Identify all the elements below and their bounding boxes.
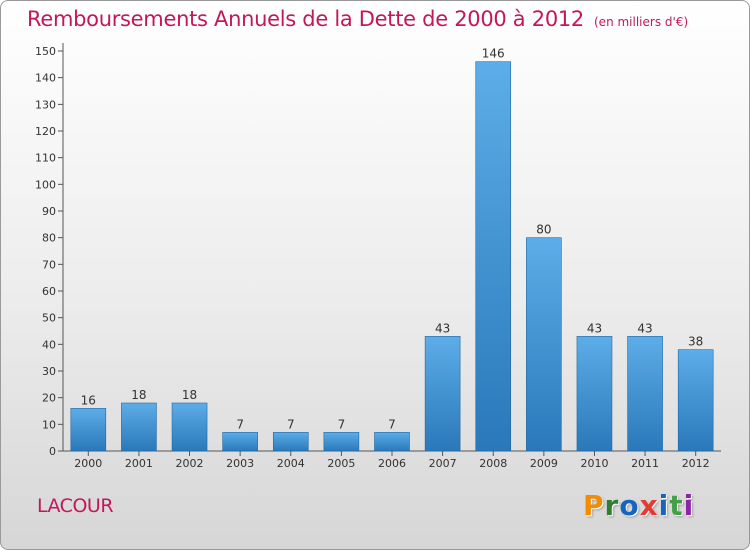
x-tick-label: 2004: [277, 457, 305, 470]
data-label: 16: [81, 393, 96, 407]
x-tick-label: 2003: [226, 457, 254, 470]
data-label: 7: [287, 417, 295, 431]
y-tick-label: 10: [42, 418, 56, 431]
y-tick-label: 70: [42, 258, 56, 271]
chart-title: Remboursements Annuels de la Dette de 20…: [27, 7, 688, 31]
y-tick-label: 50: [42, 312, 56, 325]
y-tick-label: 100: [35, 178, 56, 191]
bar-2000[interactable]: [70, 408, 107, 452]
x-tick-label: 2001: [125, 457, 153, 470]
commune-name: LACOUR: [37, 495, 114, 517]
proxiti-logo[interactable]: Proxiti: [583, 489, 694, 522]
y-tick-label: 150: [35, 45, 56, 58]
data-label: 43: [587, 321, 602, 335]
chart-title-text: Remboursements Annuels de la Dette de 20…: [27, 7, 584, 31]
x-tick-label: 2010: [580, 457, 608, 470]
y-tick-label: 40: [42, 338, 56, 351]
data-label: 38: [688, 335, 703, 349]
y-tick-label: 140: [35, 72, 56, 85]
y-tick-label: 60: [42, 285, 56, 298]
x-axis: 2000 2001 2002 2003 2004 2005 2006 2007 2008 2009…: [63, 450, 721, 470]
data-label: 7: [236, 417, 244, 431]
logo-letter: x: [639, 489, 659, 522]
logo-letter: o: [619, 489, 640, 522]
bar-2010[interactable]: [576, 336, 613, 452]
y-tick-label: 130: [35, 98, 56, 111]
x-tick-label: 2007: [429, 457, 457, 470]
y-axis: 0 10 20 30 40 50 60 70 80 90 100 110 120 130 140 150: [35, 43, 64, 458]
bar-2001[interactable]: [121, 402, 157, 452]
y-tick-label: 110: [35, 152, 56, 165]
x-tick-label: 2002: [176, 457, 204, 470]
data-label: 43: [637, 321, 652, 335]
data-label: 7: [338, 417, 346, 431]
x-tick-label: 2006: [378, 457, 406, 470]
x-tick-label: 2012: [682, 457, 710, 470]
logo-letter: P: [583, 489, 605, 522]
y-tick-label: 80: [42, 232, 56, 245]
bar-2011[interactable]: [627, 336, 663, 452]
data-label: 80: [536, 223, 551, 237]
x-tick-label: 2005: [327, 457, 355, 470]
y-tick-label: 120: [35, 125, 56, 138]
bar-2006[interactable]: [374, 432, 410, 452]
x-tick-label: 2000: [74, 457, 102, 470]
x-tick-label: 2011: [631, 457, 659, 470]
logo-letter: r: [604, 489, 620, 522]
y-tick-label: 30: [42, 365, 56, 378]
bar-2002[interactable]: [171, 402, 208, 452]
logo-letter: i: [683, 489, 695, 522]
chart-subtitle: (en milliers d'€): [594, 15, 689, 29]
bars: 16 18 18 7 7 7 7 43 146 80 43 43 38: [70, 47, 714, 452]
bar-2009[interactable]: [526, 237, 562, 452]
y-tick-label: 90: [42, 205, 56, 218]
y-tick-label: 0: [49, 445, 56, 458]
bar-2007[interactable]: [424, 336, 461, 452]
bar-2008[interactable]: [475, 61, 512, 452]
data-label: 7: [388, 417, 396, 431]
bar-2012[interactable]: [677, 349, 714, 452]
y-tick-label: 20: [42, 392, 56, 405]
data-label: 146: [482, 47, 505, 61]
data-label: 18: [182, 388, 197, 402]
logo-letter: i: [658, 489, 670, 522]
x-tick-label: 2009: [530, 457, 558, 470]
x-tick-label: 2008: [479, 457, 507, 470]
data-label: 43: [435, 321, 450, 335]
bar-2003[interactable]: [222, 432, 258, 452]
bar-2004[interactable]: [272, 432, 309, 452]
logo-letter: t: [669, 489, 684, 522]
bar-2005[interactable]: [323, 432, 360, 452]
data-label: 18: [131, 388, 146, 402]
